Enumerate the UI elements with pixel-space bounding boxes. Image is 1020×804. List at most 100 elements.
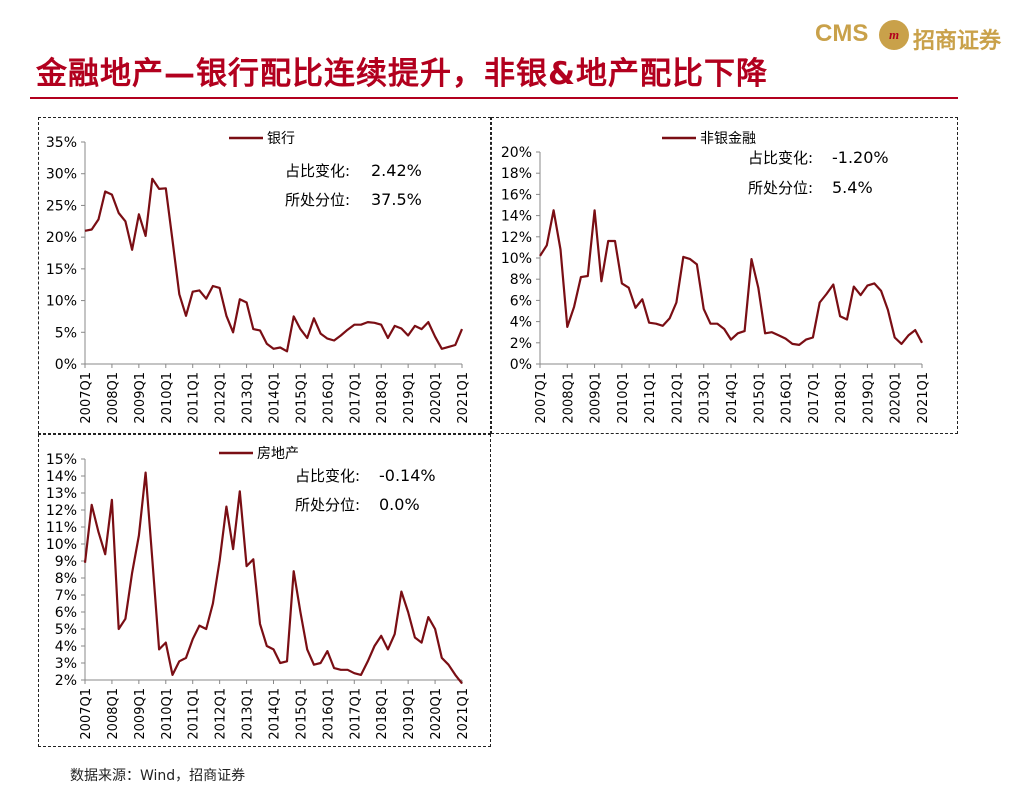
- x-tick-label: 2018Q1: [834, 372, 849, 424]
- y-tick-label: 12%: [46, 503, 77, 519]
- y-tick-label: 16%: [501, 187, 532, 203]
- x-tick-label: 2012Q1: [670, 372, 685, 424]
- annotation-value: 5.4%: [832, 178, 873, 197]
- x-tick-label: 2014Q1: [725, 372, 740, 424]
- y-tick-label: 4%: [510, 315, 532, 331]
- y-tick-label: 14%: [46, 469, 77, 485]
- x-tick-label: 2010Q1: [616, 372, 631, 424]
- x-tick-label: 2011Q1: [187, 688, 202, 740]
- legend-label: 非银金融: [700, 131, 756, 147]
- y-tick-label: 11%: [46, 520, 77, 536]
- realestate-chart: 2%3%4%5%6%7%8%9%10%11%12%13%14%15% 2007Q1…: [46, 446, 471, 740]
- brand-cms-text: CMS: [815, 20, 869, 47]
- x-tick-label: 2013Q1: [698, 372, 713, 424]
- x-tick-label: 2020Q1: [889, 372, 904, 424]
- y-tick-label: 20%: [501, 145, 532, 161]
- x-tick-label: 2008Q1: [106, 688, 121, 740]
- x-tick-label: 2009Q1: [589, 372, 604, 424]
- y-tick-label: 20%: [46, 230, 77, 246]
- brand-name: 招商证券: [913, 29, 1002, 54]
- x-tick-label: 2017Q1: [348, 688, 363, 740]
- annotation-value: 0.0%: [379, 495, 420, 514]
- y-tick-label: 0%: [510, 357, 532, 373]
- y-tick-label: 10%: [501, 251, 532, 267]
- x-tick-label: 2011Q1: [643, 372, 658, 424]
- y-tick-label: 18%: [501, 166, 532, 182]
- bank-chart-panel: 0% 5% 10% 15% 20% 25% 30% 35% 2007Q1 2008Q1 2009Q1…: [38, 117, 491, 434]
- brand-logo-icon: m: [879, 20, 909, 50]
- annotation-label: 占比变化:: [295, 467, 360, 485]
- title-divider: [30, 97, 958, 99]
- series-line-nonbank: [539, 209, 923, 346]
- y-tick-label: 5%: [55, 325, 77, 341]
- y-tick-label: 13%: [46, 486, 77, 502]
- y-tick-label: 9%: [55, 554, 77, 570]
- bank-chart: 0% 5% 10% 15% 20% 25% 30% 35% 2007Q1 2008Q1 2009Q1…: [46, 131, 471, 424]
- x-tick-label: 2014Q1: [268, 688, 283, 740]
- legend-label: 银行: [267, 131, 295, 147]
- annotation-value: -0.14%: [379, 466, 436, 485]
- y-tick-label: 3%: [55, 656, 77, 672]
- x-tick-label: 2012Q1: [214, 372, 229, 424]
- realestate-chart-panel: 2% 3% 4% 5% 6% 7% 8% 9% 10% 11% 12% 13% 14% 15% 2007Q1…: [38, 434, 491, 747]
- annotation-value: 37.5%: [371, 190, 422, 209]
- x-tick-label: 2007Q1: [534, 372, 549, 424]
- brand-logo-group: CMS m 招商证券: [815, 14, 1015, 54]
- x-tick-label: 2012Q1: [214, 688, 229, 740]
- x-tick-label: 2021Q1: [456, 372, 471, 424]
- y-tick-label: 15%: [46, 262, 77, 278]
- y-tick-label: 30%: [46, 167, 77, 183]
- x-tick-label: 2015Q1: [294, 688, 309, 740]
- x-tick-label: 2007Q1: [79, 372, 94, 424]
- x-tick-label: 2013Q1: [241, 688, 256, 740]
- x-tick-label: 2007Q1: [79, 688, 94, 740]
- x-tick-label: 2016Q1: [321, 372, 336, 424]
- annotation-label: 所处分位:: [285, 191, 350, 209]
- x-tick-label: 2020Q1: [429, 688, 444, 740]
- x-tick-label: 2015Q1: [752, 372, 767, 424]
- annotation-label: 占比变化:: [748, 149, 813, 167]
- y-tick-label: 35%: [46, 135, 77, 151]
- x-tick-label: 2021Q1: [916, 372, 931, 424]
- y-tick-label: 15%: [46, 452, 77, 468]
- annotation-label: 所处分位:: [295, 496, 360, 514]
- y-tick-label: 6%: [510, 293, 532, 309]
- x-tick-label: 2011Q1: [187, 372, 202, 424]
- y-tick-label: 0%: [55, 357, 77, 373]
- x-tick-label: 2017Q1: [348, 372, 363, 424]
- y-tick-label: 10%: [46, 537, 77, 553]
- nonbank-chart: 0% 2% 4% 6% 8% 10% 12% 14% 16% 18% 20% 2007Q1 2008Q1…: [501, 131, 931, 424]
- x-tick-label: 2008Q1: [561, 372, 576, 424]
- page-title: 金融地产—银行配比连续提升，非银&地产配比下降: [36, 56, 769, 92]
- x-tick-label: 2013Q1: [241, 372, 256, 424]
- y-tick-label: 8%: [510, 272, 532, 288]
- y-tick-label: 14%: [501, 209, 532, 225]
- y-tick-label: 12%: [501, 230, 532, 246]
- y-tick-label: 6%: [55, 605, 77, 621]
- y-tick-label: 10%: [46, 294, 77, 310]
- x-tick-label: 2009Q1: [133, 372, 148, 424]
- y-tick-label: 4%: [55, 639, 77, 655]
- x-tick-label: 2010Q1: [160, 372, 175, 424]
- x-tick-label: 2010Q1: [160, 688, 175, 740]
- x-tick-label: 2020Q1: [429, 372, 444, 424]
- x-tick-label: 2014Q1: [268, 372, 283, 424]
- y-tick-label: 2%: [55, 673, 77, 689]
- x-tick-label: 2019Q1: [402, 688, 417, 740]
- y-tick-label: 7%: [55, 588, 77, 604]
- y-tick-label: 25%: [46, 198, 77, 214]
- x-tick-label: 2016Q1: [780, 372, 795, 424]
- x-tick-label: 2019Q1: [402, 372, 417, 424]
- y-tick-label: 5%: [55, 622, 77, 638]
- x-tick-label: 2009Q1: [133, 688, 148, 740]
- annotation-value: -1.20%: [832, 148, 889, 167]
- legend-label: 房地产: [257, 446, 299, 462]
- x-tick-label: 2018Q1: [375, 372, 390, 424]
- x-tick-label: 2015Q1: [294, 372, 309, 424]
- y-tick-label: 8%: [55, 571, 77, 587]
- x-tick-label: 2019Q1: [861, 372, 876, 424]
- x-tick-label: 2008Q1: [106, 372, 121, 424]
- data-source-note: 数据来源：Wind，招商证券: [70, 768, 246, 784]
- y-tick-label: 2%: [510, 336, 532, 352]
- x-tick-label: 2018Q1: [375, 688, 390, 740]
